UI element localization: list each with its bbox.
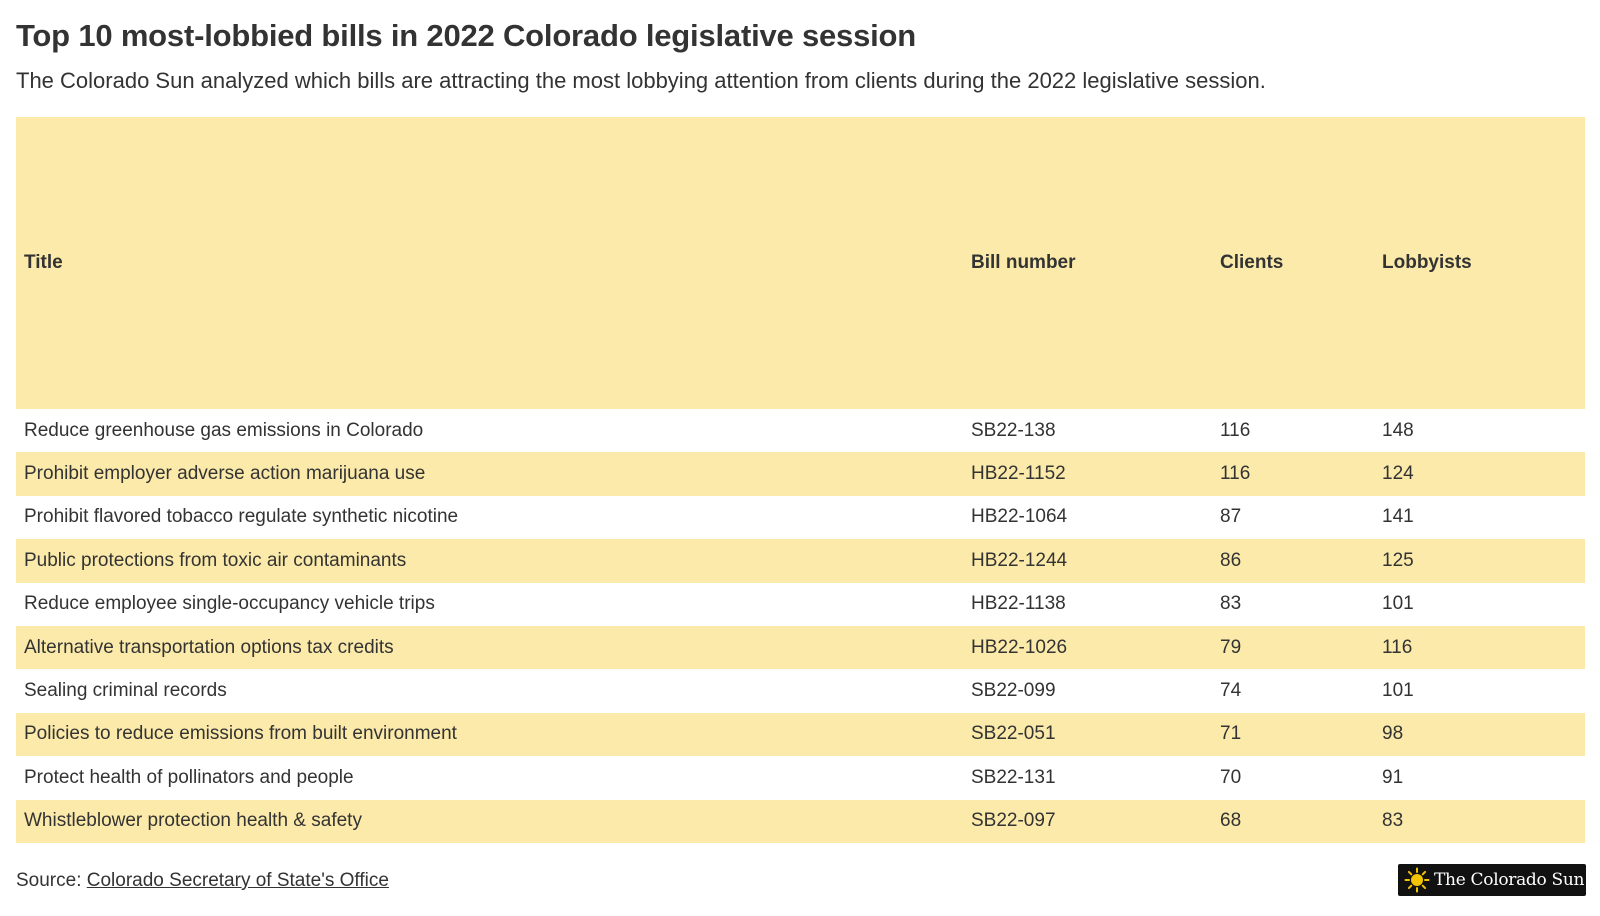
cell-clients: 83 (1220, 593, 1242, 615)
table-row: Prohibit employer adverse action marijua… (16, 452, 1585, 496)
cell-lobbyists: 83 (1382, 810, 1404, 832)
cell-title: Prohibit flavored tobacco regulate synth… (24, 506, 459, 528)
table-row: Whistleblower protection health & safety… (16, 799, 1585, 843)
cell-lobbyists: 91 (1382, 766, 1404, 788)
source-link[interactable]: Colorado Secretary of State's Office (86, 870, 389, 891)
cell-lobbyists: 101 (1382, 593, 1414, 615)
cell-title: Alternative transportation options tax c… (24, 636, 394, 658)
table-header-row: Title Bill number Clients Lobbyists (16, 117, 1585, 409)
cell-bill-number: HB22-1064 (971, 506, 1068, 528)
chart-title: Top 10 most-lobbied bills in 2022 Colora… (16, 18, 917, 53)
column-header-clients: Clients (1220, 252, 1284, 273)
cell-title: Reduce employee single-occupancy vehicle… (24, 593, 435, 615)
cell-title: Prohibit employer adverse action marijua… (24, 463, 426, 485)
cell-clients: 86 (1220, 549, 1242, 571)
cell-bill-number: HB22-1152 (971, 463, 1066, 485)
bills-table-container: Title Bill number Clients Lobbyists Reduce … (16, 117, 1585, 843)
table-row: Reduce greenhouse gas emissions in Color… (16, 409, 1585, 453)
cell-title: Reduce greenhouse gas emissions in Color… (24, 419, 424, 441)
table-row: Sealing criminal records SB22-099 74 101 (16, 669, 1585, 713)
table-row: Prohibit flavored tobacco regulate synth… (16, 495, 1585, 540)
chart-subtitle: The Colorado Sun analyzed which bills ar… (16, 68, 1266, 93)
bills-table: Title Bill number Clients Lobbyists Reduce … (16, 117, 1585, 843)
cell-clients: 116 (1220, 463, 1251, 485)
cell-title: Whistleblower protection health & safety (24, 810, 362, 832)
cell-bill-number: SB22-131 (971, 766, 1056, 788)
cell-bill-number: SB22-097 (971, 810, 1056, 832)
source-note: Source: Colorado Secretary of State's Of… (16, 870, 389, 892)
table-row: Reduce employee single-occupancy vehicle… (16, 582, 1585, 626)
cell-lobbyists: 98 (1382, 723, 1404, 745)
cell-lobbyists: 148 (1382, 419, 1414, 441)
table-body: Reduce greenhouse gas emissions in Color… (16, 409, 1585, 843)
sun-icon (1404, 867, 1430, 893)
cell-title: Sealing criminal records (24, 680, 227, 702)
cell-clients: 68 (1220, 810, 1242, 832)
cell-clients: 116 (1220, 419, 1251, 441)
table-row: Public protections from toxic air contam… (16, 539, 1585, 583)
cell-lobbyists: 125 (1382, 549, 1414, 571)
cell-clients: 71 (1220, 723, 1242, 745)
cell-bill-number: HB22-1138 (971, 593, 1066, 615)
cell-clients: 70 (1220, 766, 1242, 788)
colorado-sun-logo[interactable]: The Colorado Sun (1398, 864, 1586, 896)
column-header-bill-number: Bill number (971, 252, 1076, 273)
cell-lobbyists: 101 (1382, 680, 1414, 702)
table-row: Policies to reduce emissions from built … (16, 712, 1585, 757)
table-row: Protect health of pollinators and people… (16, 756, 1585, 800)
logo-text: The Colorado Sun (1434, 870, 1585, 890)
table-row: Alternative transportation options tax c… (16, 625, 1585, 670)
cell-bill-number: SB22-138 (971, 419, 1056, 441)
cell-bill-number: SB22-099 (971, 680, 1056, 702)
cell-clients: 74 (1220, 680, 1242, 702)
cell-title: Protect health of pollinators and people (24, 766, 354, 788)
column-header-lobbyists: Lobbyists (1382, 252, 1472, 273)
cell-clients: 87 (1220, 506, 1242, 528)
table-header: Title Bill number Clients Lobbyists (16, 117, 1585, 409)
cell-bill-number: HB22-1026 (971, 636, 1068, 658)
cell-clients: 79 (1220, 636, 1242, 658)
cell-title: Public protections from toxic air contam… (24, 549, 407, 571)
source-label: Source: (16, 870, 87, 891)
column-header-title: Title (24, 252, 63, 273)
cell-bill-number: HB22-1244 (971, 549, 1068, 571)
cell-lobbyists: 124 (1382, 463, 1414, 485)
cell-title: Policies to reduce emissions from built … (24, 723, 457, 745)
cell-lobbyists: 116 (1382, 636, 1413, 658)
cell-bill-number: SB22-051 (971, 723, 1056, 745)
cell-lobbyists: 141 (1382, 506, 1414, 528)
